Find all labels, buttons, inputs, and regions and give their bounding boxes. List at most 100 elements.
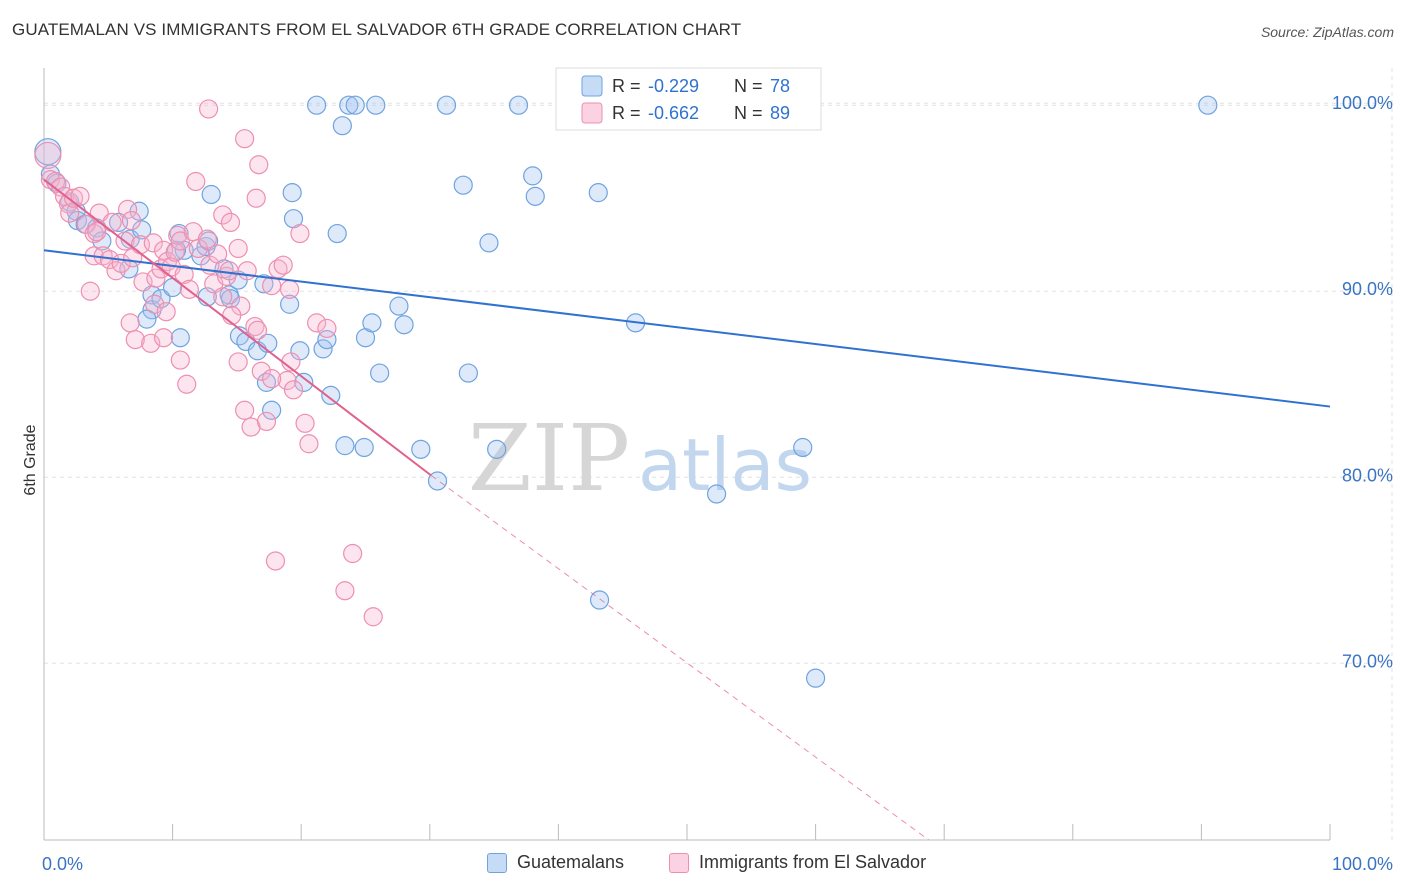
point-el-salvador xyxy=(80,281,100,301)
watermark-zip: ZIP xyxy=(468,405,630,512)
point-guatemalan xyxy=(307,95,327,115)
point-el-salvador xyxy=(133,272,153,292)
point-el-salvador xyxy=(273,255,293,275)
point-guatemalan xyxy=(170,328,190,348)
stats-legend-swatch-pink xyxy=(581,102,603,124)
stats-legend: R = -0.229 N = 78 R = -0.662 N = 89 xyxy=(555,67,822,131)
point-el-salvador xyxy=(117,199,138,219)
point-guatemalan xyxy=(706,484,727,504)
trend-lines xyxy=(43,178,1331,841)
point-el-salvador xyxy=(144,294,165,314)
point-el-salvador xyxy=(295,413,315,433)
point-el-salvador xyxy=(87,222,107,242)
watermark: ZIP atlas xyxy=(468,405,812,512)
point-guatemalan xyxy=(321,385,341,406)
tick-labels: 70.0% 80.0% 90.0% 100.0% 0.0% 100.0% xyxy=(42,93,1393,874)
point-el-salvador xyxy=(174,264,194,285)
point-el-salvador xyxy=(299,434,319,454)
point-el-salvador xyxy=(34,141,62,170)
point-el-salvador xyxy=(213,287,233,307)
point-guatemalan xyxy=(317,329,337,350)
point-el-salvador xyxy=(120,313,140,333)
point-el-salvador xyxy=(262,369,282,389)
point-guatemalan xyxy=(354,437,374,458)
legend-label-el-salvador: Immigrants from El Salvador xyxy=(699,852,927,872)
point-el-salvador xyxy=(60,203,80,223)
legend-item-el-salvador[interactable]: Immigrants from El Salvador xyxy=(669,852,926,873)
point-guatemalan xyxy=(588,183,608,203)
point-el-salvador xyxy=(170,231,190,251)
point-guatemalan xyxy=(220,289,241,309)
x-tick-label-min: 0.0% xyxy=(42,854,83,874)
point-guatemalan xyxy=(394,315,414,335)
point-el-salvador xyxy=(290,223,310,244)
point-el-salvador xyxy=(280,279,300,299)
point-guatemalan xyxy=(294,372,314,392)
point-guatemalan xyxy=(280,294,300,314)
point-guatemalan xyxy=(805,668,826,688)
scatter-points xyxy=(34,95,1218,688)
trend-line-guatemalans xyxy=(43,249,1331,408)
point-el-salvador xyxy=(343,543,363,564)
point-el-salvador xyxy=(228,238,248,259)
point-guatemalan xyxy=(411,439,431,459)
point-el-salvador xyxy=(277,370,297,391)
point-el-salvador xyxy=(170,350,190,370)
legend-item-guatemalans[interactable]: Guatemalans xyxy=(487,852,624,873)
point-el-salvador xyxy=(265,551,286,571)
point-el-salvador xyxy=(125,329,145,350)
point-el-salvador xyxy=(213,205,233,225)
point-el-salvador xyxy=(237,261,257,281)
point-el-salvador xyxy=(153,328,174,348)
stats-r-value-blue: -0.229 xyxy=(648,76,699,96)
point-guatemalan xyxy=(1198,95,1218,115)
point-el-salvador xyxy=(247,320,268,340)
point-el-salvador xyxy=(228,352,248,372)
series-legend: Guatemalans Immigrants from El Salvador xyxy=(0,852,1406,876)
point-guatemalan xyxy=(313,339,333,359)
point-guatemalan xyxy=(362,313,382,333)
chart-title: GUATEMALAN VS IMMIGRANTS FROM EL SALVADO… xyxy=(12,20,742,39)
point-el-salvador xyxy=(199,99,219,119)
legend-swatch-guatemalans xyxy=(487,852,507,873)
point-el-salvador xyxy=(208,244,228,264)
point-guatemalan xyxy=(525,186,545,206)
point-guatemalan xyxy=(436,95,457,115)
point-el-salvador xyxy=(156,302,176,322)
point-guatemalan xyxy=(453,175,473,195)
point-guatemalan xyxy=(389,296,409,316)
trend-line-el-salvador-extension xyxy=(430,474,930,841)
point-el-salvador xyxy=(307,313,327,333)
point-el-salvador xyxy=(335,581,355,601)
point-guatemalan xyxy=(201,184,221,205)
point-guatemalan xyxy=(282,183,302,203)
point-guatemalan xyxy=(508,95,529,115)
point-el-salvador xyxy=(317,318,337,339)
point-el-salvador xyxy=(246,188,266,208)
legend-swatch-el-salvador xyxy=(669,852,689,873)
x-tick-label-max: 100.0% xyxy=(1332,854,1393,874)
point-el-salvador xyxy=(70,186,90,206)
point-el-salvador xyxy=(51,177,71,197)
point-guatemalan xyxy=(332,116,352,136)
stats-n-value-blue: 78 xyxy=(770,76,790,96)
point-el-salvador xyxy=(220,212,241,232)
stats-n-label-blue: N = xyxy=(734,76,763,96)
point-el-salvador xyxy=(143,233,163,253)
point-el-salvador xyxy=(219,261,239,281)
stats-legend-swatch-blue xyxy=(581,75,603,97)
point-el-salvador xyxy=(146,268,166,288)
point-el-salvador xyxy=(63,188,84,208)
point-guatemalan xyxy=(793,437,813,458)
point-el-salvador xyxy=(177,374,197,394)
point-el-salvador xyxy=(235,129,255,149)
point-guatemalan xyxy=(92,231,112,251)
point-el-salvador xyxy=(121,210,142,231)
point-el-salvador xyxy=(102,212,122,232)
point-guatemalan xyxy=(256,372,277,392)
point-guatemalan xyxy=(345,95,365,115)
stats-r-label-blue: R = xyxy=(612,76,641,96)
point-guatemalan xyxy=(335,436,355,456)
point-el-salvador xyxy=(197,229,217,249)
